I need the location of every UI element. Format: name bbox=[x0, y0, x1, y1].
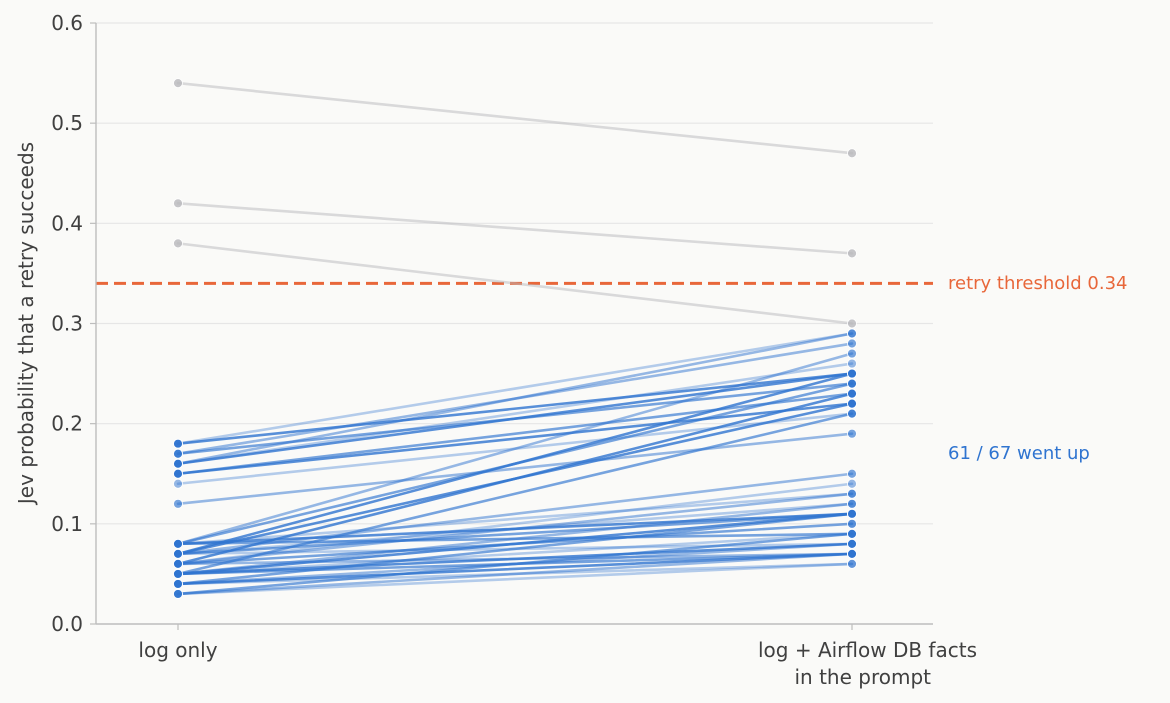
series-point bbox=[173, 478, 183, 489]
series-line bbox=[176, 202, 854, 255]
series-point bbox=[173, 468, 183, 479]
x-category-labels: log only log + Airflow DB facts in the pro… bbox=[138, 638, 977, 689]
series-point bbox=[847, 528, 857, 539]
series-point bbox=[847, 318, 857, 329]
series-line bbox=[176, 332, 854, 466]
went-up-annotation: 61 / 67 went up bbox=[948, 443, 1090, 464]
series-point bbox=[847, 559, 857, 569]
series-point bbox=[847, 148, 857, 159]
series-point bbox=[847, 328, 857, 339]
series-point bbox=[173, 448, 183, 459]
series-line bbox=[176, 362, 854, 466]
series-point bbox=[847, 488, 857, 499]
series-point bbox=[173, 579, 183, 589]
gridlines bbox=[96, 22, 933, 525]
series-point bbox=[847, 498, 857, 509]
series-point bbox=[173, 458, 183, 469]
y-tick-label: 0.1 bbox=[51, 512, 83, 536]
series-line bbox=[176, 552, 854, 596]
series-point bbox=[173, 78, 183, 88]
axes bbox=[90, 22, 933, 630]
series-line bbox=[176, 412, 854, 576]
series-point bbox=[173, 569, 183, 579]
y-axis-label: Jev probability that a retry succeeds bbox=[14, 142, 38, 506]
series-point bbox=[847, 248, 857, 259]
series-point bbox=[847, 368, 857, 379]
x-category-label: log + Airflow DB facts in the prompt bbox=[758, 638, 977, 689]
series-line bbox=[176, 332, 854, 446]
series-line bbox=[176, 552, 854, 586]
series-line bbox=[176, 372, 854, 556]
series-points bbox=[173, 78, 857, 599]
series-point bbox=[847, 408, 857, 419]
series-point bbox=[847, 468, 857, 479]
series-line bbox=[176, 402, 854, 476]
series-line bbox=[176, 542, 854, 576]
series-point bbox=[173, 238, 183, 249]
series-point bbox=[847, 548, 857, 559]
series-point bbox=[847, 538, 857, 549]
series-point bbox=[173, 548, 183, 559]
series-line bbox=[176, 502, 854, 576]
series-lines bbox=[176, 81, 854, 596]
y-tick-label: 0.3 bbox=[51, 312, 83, 336]
series-point bbox=[847, 508, 857, 519]
series-line bbox=[176, 532, 854, 596]
series-point bbox=[847, 358, 857, 369]
series-point bbox=[173, 498, 183, 509]
series-line bbox=[176, 372, 854, 466]
series-line bbox=[176, 492, 854, 566]
x-category-label: log only bbox=[138, 638, 217, 662]
series-line bbox=[176, 81, 854, 155]
series-point bbox=[847, 398, 857, 409]
series-point bbox=[847, 518, 857, 529]
series-line bbox=[176, 482, 854, 566]
series-line bbox=[176, 352, 854, 546]
series-point bbox=[847, 338, 857, 349]
series-line bbox=[176, 512, 854, 586]
series-line bbox=[176, 392, 854, 566]
series-point bbox=[173, 198, 183, 209]
series-point bbox=[173, 589, 183, 599]
series-line bbox=[176, 242, 854, 325]
threshold-label: retry threshold 0.34 bbox=[948, 273, 1127, 294]
series-line bbox=[176, 532, 854, 576]
series-line bbox=[176, 472, 854, 556]
y-tick-label: 0.2 bbox=[51, 412, 83, 436]
series-point bbox=[847, 388, 857, 399]
y-tick-label: 0.4 bbox=[51, 211, 83, 235]
series-point bbox=[173, 438, 183, 449]
y-tick-label: 0.6 bbox=[51, 11, 83, 35]
series-point bbox=[173, 559, 183, 569]
series-point bbox=[173, 538, 183, 549]
series-point bbox=[847, 348, 857, 359]
y-tick-label: 0.0 bbox=[51, 612, 83, 636]
series-line bbox=[176, 562, 854, 596]
series-line bbox=[176, 392, 854, 476]
series-point bbox=[847, 428, 857, 439]
y-tick-label: 0.5 bbox=[51, 111, 83, 135]
y-tick-labels: 0.0 0.1 0.2 0.3 0.4 0.5 0.6 bbox=[51, 11, 83, 636]
series-point bbox=[847, 378, 857, 389]
series-line bbox=[176, 432, 854, 506]
series-point bbox=[847, 478, 857, 489]
series-line bbox=[176, 512, 854, 576]
